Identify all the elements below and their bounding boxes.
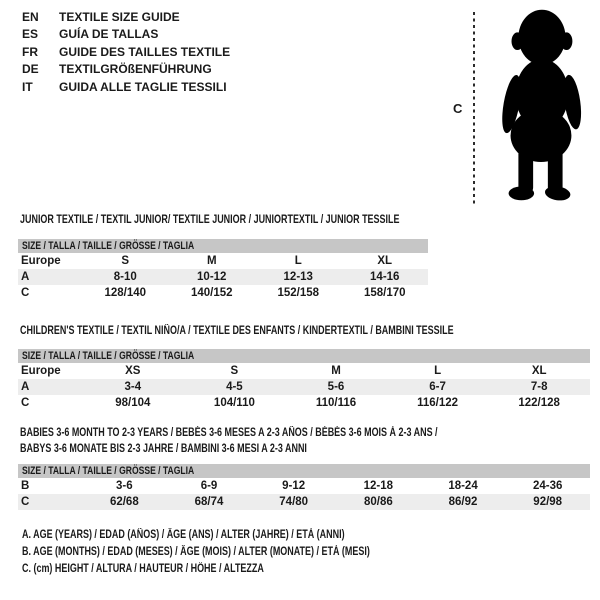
language-code: ES (22, 27, 39, 42)
note-text: A. AGE (YEARS) / EDAD (AÑOS) / ÂGE (ANS)… (22, 529, 345, 541)
row-label: B (21, 480, 30, 492)
language-label: TEXTILE SIZE GUIDE (59, 9, 180, 24)
height-cell: 122/128 (518, 397, 560, 409)
height-cell: 68/74 (194, 496, 224, 508)
size-cell: XS (125, 365, 141, 377)
section-title-junior: JUNIOR TEXTILE / TEXTIL JUNIOR/ TEXTILE … (20, 213, 506, 229)
section-title-babies: BABIES 3-6 MONTH TO 2-3 YEARS / BEBÉS 3-… (20, 426, 555, 457)
language-label: GUIDE DES TAILLES TEXTILE (59, 44, 231, 59)
size-cell: L (294, 255, 302, 267)
age-cell: 4-5 (226, 381, 243, 393)
height-cell: 158/170 (363, 287, 406, 299)
age-cell: 5-6 (327, 381, 345, 393)
section-title-text: CHILDREN'S TEXTILE / TEXTIL NIÑO/A / TEX… (20, 325, 454, 337)
height-cell: 128/140 (104, 287, 147, 299)
table-row-height: C 62/68 68/74 74/80 80/86 86/92 92/98 (18, 494, 590, 510)
baby-silhouette-image (502, 9, 582, 201)
size-header-label: SIZE / TALLA / TAILLE / GRÖSSE / TAGLIA (22, 465, 195, 477)
size-cell: XL (377, 255, 393, 267)
language-row-en: EN TEXTILE SIZE GUIDE (22, 8, 230, 26)
age-cell: 6-7 (429, 381, 446, 393)
size-table-children: SIZE / TALLA / TAILLE / GRÖSSE / TAGLIA … (18, 349, 590, 411)
note-height-cm: C. (cm) HEIGHT / ALTURA / HAUTEUR / HÖHE… (22, 563, 468, 580)
table-row-age: A 3-4 4-5 5-6 6-7 7-8 (18, 379, 590, 395)
height-cell: 62/68 (109, 496, 139, 508)
months-cell: 6-9 (200, 480, 218, 492)
height-cell: 116/122 (417, 397, 459, 409)
note-age-months: B. AGE (MONTHS) / EDAD (MESES) / ÂGE (MO… (22, 546, 468, 563)
row-label: A (21, 381, 30, 393)
size-table-header-band: SIZE / TALLA / TAILLE / GRÖSSE / TAGLIA (18, 464, 590, 478)
row-label: C (21, 496, 30, 508)
size-cell: M (331, 365, 341, 377)
language-code: FR (22, 44, 38, 59)
language-label: GUIDA ALLE TAGLIE TESSILI (59, 79, 227, 94)
age-cell: 14-16 (370, 271, 400, 283)
height-cell: 98/104 (115, 397, 151, 409)
months-cell: 24-36 (532, 480, 563, 492)
height-marker-label: C (453, 101, 463, 116)
section-title-children: CHILDREN'S TEXTILE / TEXTIL NIÑO/A / TEX… (20, 324, 576, 340)
language-code: EN (22, 9, 39, 24)
legend-notes: A. AGE (YEARS) / EDAD (AÑOS) / ÂGE (ANS)… (22, 529, 468, 580)
height-cell: 110/116 (315, 397, 357, 409)
section-title-text: BABIES 3-6 MONTH TO 2-3 YEARS / BEBÉS 3-… (20, 427, 438, 439)
size-cell: S (230, 365, 239, 377)
size-table-header-band: SIZE / TALLA / TAILLE / GRÖSSE / TAGLIA (18, 349, 590, 363)
row-label: Europe (21, 365, 61, 377)
age-cell: 12-13 (283, 271, 313, 283)
section-title-text: JUNIOR TEXTILE / TEXTIL JUNIOR/ TEXTILE … (20, 214, 400, 226)
note-age-years: A. AGE (YEARS) / EDAD (AÑOS) / ÂGE (ANS)… (22, 529, 468, 546)
language-code: IT (22, 79, 33, 94)
size-cell: S (121, 255, 130, 267)
height-cell: 86/92 (448, 496, 478, 508)
size-cell: M (206, 255, 217, 267)
language-label: TEXTILGRÖßENFÜHRUNG (59, 62, 212, 77)
age-cell: 3-4 (124, 381, 142, 393)
row-label: Europe (21, 255, 61, 267)
months-cell: 3-6 (116, 480, 133, 492)
months-cell: 12-18 (363, 480, 394, 492)
language-label: GUÍA DE TALLAS (59, 27, 159, 42)
height-cell: 74/80 (279, 496, 309, 508)
size-table-babies: SIZE / TALLA / TAILLE / GRÖSSE / TAGLIA … (18, 464, 590, 510)
height-cell: 80/86 (363, 496, 393, 508)
language-row-it: IT GUIDA ALLE TAGLIE TESSILI (22, 78, 230, 96)
table-row-europe: Europe XS S M L XL (18, 363, 590, 379)
height-cell: 92/98 (533, 496, 563, 508)
table-row-height: C 128/140 140/152 152/158 158/170 (18, 285, 428, 301)
age-cell: 8-10 (113, 271, 137, 283)
height-cell: 152/158 (277, 287, 320, 299)
age-cell: 7-8 (530, 381, 548, 393)
size-table-junior: SIZE / TALLA / TAILLE / GRÖSSE / TAGLIA … (18, 239, 428, 301)
age-cell: 10-12 (197, 271, 227, 283)
size-header-label: SIZE / TALLA / TAILLE / GRÖSSE / TAGLIA (22, 350, 195, 362)
months-cell: 18-24 (448, 480, 478, 492)
language-list: EN TEXTILE SIZE GUIDE ES GUÍA DE TALLAS … (22, 8, 230, 96)
months-cell: 9-12 (282, 480, 306, 492)
size-cell: XL (531, 365, 547, 377)
height-cell: 104/110 (213, 397, 255, 409)
section-title-text-line2: BABYS 3-6 MONATE BIS 2-3 JAHRE / BAMBINI… (20, 442, 307, 455)
size-cell: L (434, 365, 442, 377)
table-row-months: B 3-6 6-9 9-12 12-18 18-24 24-36 (18, 478, 590, 494)
table-row-europe: Europe S M L XL (18, 253, 428, 269)
size-header-label: SIZE / TALLA / TAILLE / GRÖSSE / TAGLIA (22, 240, 195, 252)
row-label: A (21, 271, 30, 283)
row-label: C (21, 397, 30, 409)
height-dashed-line (473, 12, 475, 206)
language-code: DE (22, 62, 39, 77)
height-cell: 140/152 (190, 287, 233, 299)
table-row-height: C 98/104 104/110 110/116 116/122 122/128 (18, 395, 590, 411)
language-row-de: DE TEXTILGRÖßENFÜHRUNG (22, 61, 230, 79)
note-text: C. (cm) HEIGHT / ALTURA / HAUTEUR / HÖHE… (22, 563, 264, 575)
language-row-fr: FR GUIDE DES TAILLES TEXTILE (22, 43, 230, 61)
language-row-es: ES GUÍA DE TALLAS (22, 26, 230, 44)
note-text: B. AGE (MONTHS) / EDAD (MESES) / ÂGE (MO… (22, 546, 370, 558)
size-table-header-band: SIZE / TALLA / TAILLE / GRÖSSE / TAGLIA (18, 239, 428, 253)
table-row-age: A 8-10 10-12 12-13 14-16 (18, 269, 428, 285)
row-label: C (21, 287, 30, 299)
